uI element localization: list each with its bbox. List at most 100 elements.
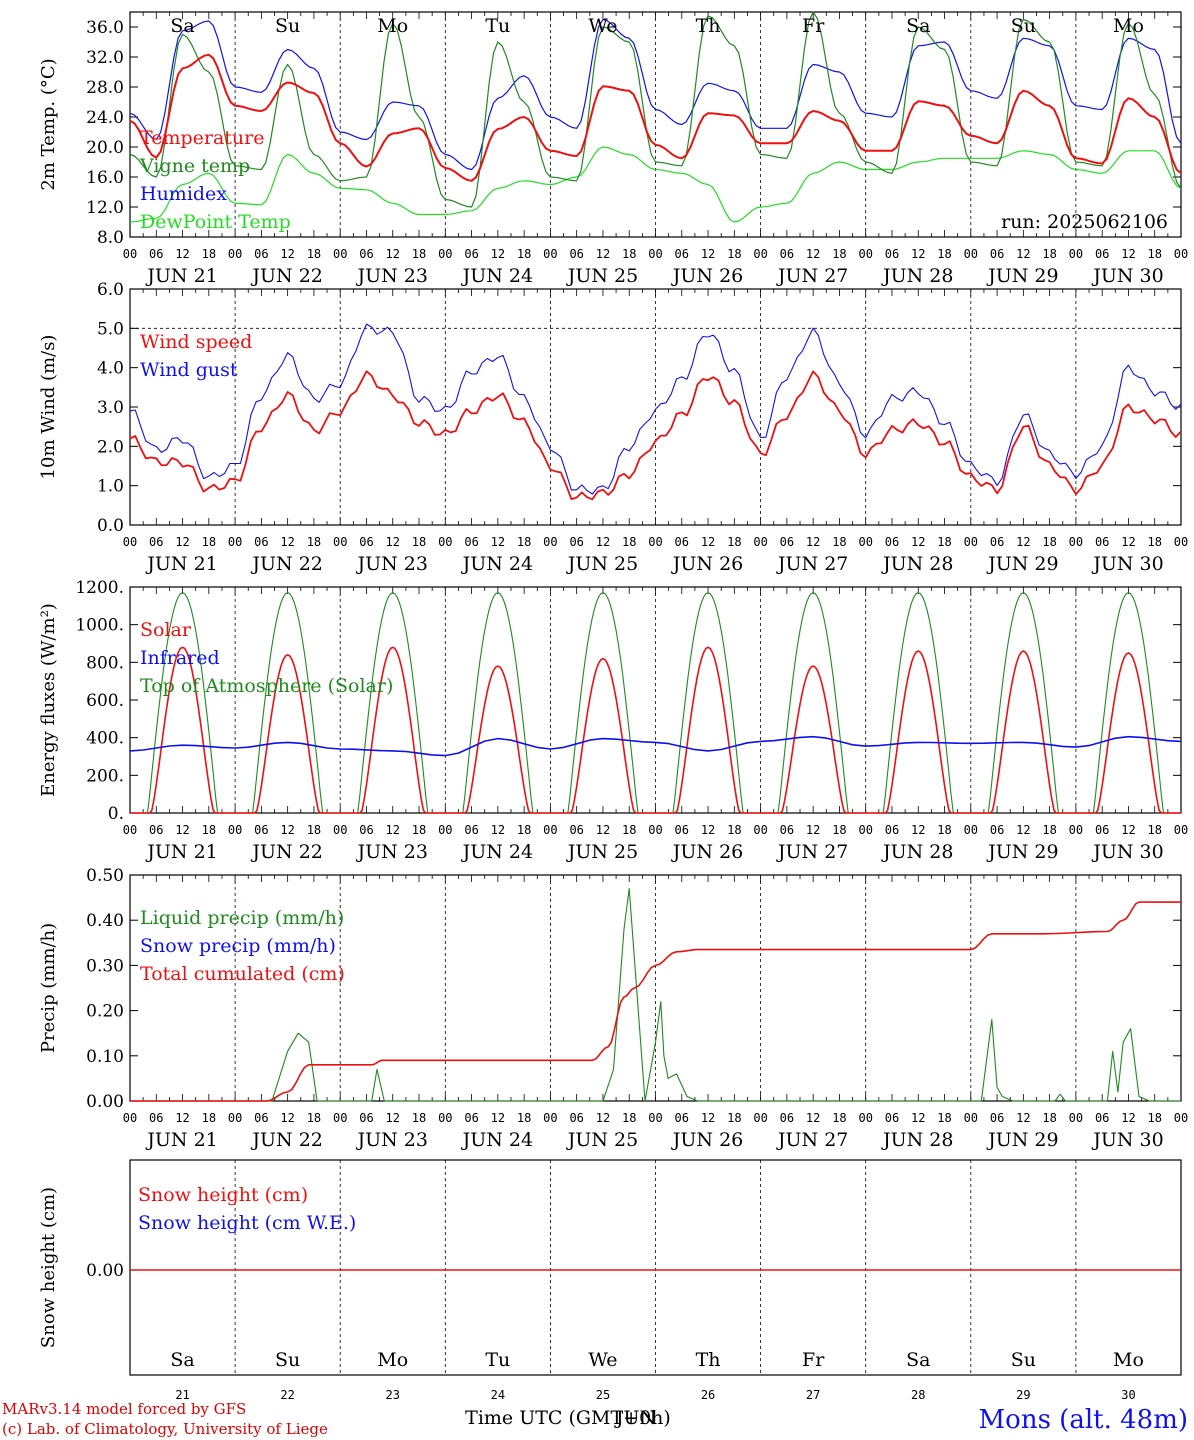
- hour-label: 06: [254, 535, 268, 549]
- hour-label: 12: [386, 535, 400, 549]
- hour-label: 00: [333, 247, 347, 261]
- y-tick-label: 1.0: [97, 477, 124, 497]
- hour-label: 00: [543, 535, 557, 549]
- wind-speed-series-line: [129, 370, 1182, 501]
- hour-label: 00: [648, 535, 662, 549]
- y-tick-label: 1200.: [75, 578, 124, 598]
- y-tick-label: 0.10: [86, 1047, 124, 1067]
- day-date-label: JUN 26: [671, 265, 743, 287]
- y-tick-label: 0.20: [86, 1002, 124, 1022]
- hour-label: 18: [202, 1111, 216, 1125]
- hour-label: 06: [885, 247, 899, 261]
- weekday-label: Fr: [802, 15, 825, 37]
- hour-label: 12: [280, 1111, 294, 1125]
- hour-label: 06: [1095, 823, 1109, 837]
- hour-label: 06: [464, 247, 478, 261]
- y-tick-label: 4.0: [97, 359, 124, 379]
- y-tick-label: 12.0: [86, 198, 124, 218]
- hour-label: 12: [596, 823, 610, 837]
- day-date-label: JUN 30: [1091, 1129, 1163, 1151]
- legend-entry: Infrared: [140, 647, 220, 669]
- weekday-label: Su: [275, 1349, 300, 1371]
- weekday-label: Tu: [485, 15, 510, 37]
- hour-label: 00: [543, 823, 557, 837]
- hour-label: 12: [806, 535, 820, 549]
- day-number-label: 27: [806, 1388, 820, 1402]
- hour-label: 18: [727, 535, 741, 549]
- hour-label: 18: [832, 247, 846, 261]
- hour-label: 12: [175, 823, 189, 837]
- hour-label: 06: [254, 1111, 268, 1125]
- hour-label: 06: [569, 247, 583, 261]
- day-date-label: JUN 28: [881, 1129, 953, 1151]
- hour-label: 18: [412, 823, 426, 837]
- day-date-label: JUN 25: [566, 553, 638, 575]
- legend-entry: Solar: [140, 619, 192, 641]
- day-date-label: JUN 29: [986, 841, 1058, 863]
- hour-label: 06: [1095, 1111, 1109, 1125]
- day-date-label: JUN 23: [356, 1129, 428, 1151]
- hour-label: 12: [175, 535, 189, 549]
- hour-label: 06: [675, 823, 689, 837]
- hour-label: 18: [202, 535, 216, 549]
- hour-label: 06: [254, 823, 268, 837]
- hour-label: 06: [254, 247, 268, 261]
- day-date-label: JUN 29: [986, 553, 1058, 575]
- hour-label: 12: [386, 823, 400, 837]
- day-number-label: 24: [491, 1388, 505, 1402]
- hour-label: 12: [1016, 823, 1030, 837]
- hour-label: 12: [596, 247, 610, 261]
- hour-label: 18: [622, 535, 636, 549]
- y-tick-label: 0.00: [86, 1092, 124, 1112]
- hour-label: 18: [727, 247, 741, 261]
- day-number-label: 25: [596, 1388, 610, 1402]
- hour-label: 18: [307, 247, 321, 261]
- hour-label: 12: [386, 247, 400, 261]
- weekday-label: Sa: [170, 1349, 194, 1371]
- legend-entry: Total cumulated (cm): [140, 963, 345, 985]
- hour-label: 06: [990, 823, 1004, 837]
- hour-label: 06: [569, 1111, 583, 1125]
- hour-label: 00: [964, 1111, 978, 1125]
- hour-label: 18: [1042, 1111, 1056, 1125]
- day-date-label: JUN 24: [461, 553, 533, 575]
- hour-label: 00: [228, 823, 242, 837]
- legend-entry: Snow precip (mm/h): [140, 935, 336, 957]
- infrared-series-line: [129, 735, 1182, 757]
- hour-label: 18: [202, 823, 216, 837]
- weekday-label: We: [588, 15, 617, 37]
- humidexseries-line: [129, 18, 1182, 171]
- hour-label: 12: [1016, 247, 1030, 261]
- precip-panel: 00 06 12 18 JUN 21 00 06 12 18 JUN 22 00 06 12 18 JUN …: [38, 866, 1188, 1151]
- dewpoint-tempseries-line: [129, 146, 1182, 223]
- solar-series-line: [130, 646, 1181, 814]
- day-date-label: JUN 22: [250, 553, 322, 575]
- hour-label: 18: [937, 823, 951, 837]
- hour-label: 00: [1069, 823, 1083, 837]
- day-date-label: JUN 25: [566, 265, 638, 287]
- day-number-label: 29: [1016, 1388, 1030, 1402]
- day-date-label: JUN 24: [461, 265, 533, 287]
- hour-label: 12: [596, 535, 610, 549]
- hour-label: 18: [937, 247, 951, 261]
- hour-label: 18: [622, 247, 636, 261]
- y-tick-label: 1000.: [75, 616, 124, 636]
- hour-label: 06: [675, 247, 689, 261]
- day-date-label: JUN 28: [881, 265, 953, 287]
- legend-entry: DewPoint Temp: [140, 211, 291, 233]
- hour-label: 18: [1042, 823, 1056, 837]
- hour-label: 06: [149, 247, 163, 261]
- hour-label: 12: [1121, 823, 1135, 837]
- hour-label: 12: [491, 535, 505, 549]
- hour-label: 18: [1147, 823, 1161, 837]
- snow-panel: Snow height (cm) 0.00 Snow height (cm) Snow…: [38, 1159, 1182, 1402]
- day-date-label: JUN 24: [461, 841, 533, 863]
- hour-label: 00: [964, 823, 978, 837]
- hour-label: 06: [569, 535, 583, 549]
- y-tick-label: 32.0: [86, 48, 124, 68]
- hour-label: 00: [123, 535, 137, 549]
- weekday-label: Th: [696, 15, 721, 37]
- hour-label: 18: [202, 247, 216, 261]
- hour-label: 00: [648, 823, 662, 837]
